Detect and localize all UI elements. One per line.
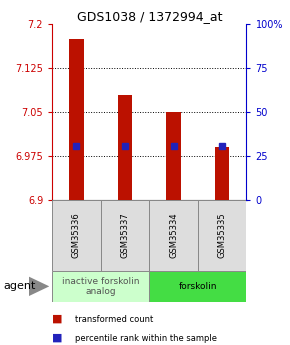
Bar: [69, 39, 84, 200]
Text: GSM35334: GSM35334: [169, 213, 178, 258]
Text: inactive forskolin
analog: inactive forskolin analog: [62, 277, 139, 296]
Text: transformed count: transformed count: [75, 315, 154, 324]
Text: ■: ■: [52, 333, 63, 343]
Bar: [118, 95, 132, 200]
Bar: [149, 200, 198, 271]
Text: agent: agent: [3, 282, 35, 291]
Bar: [52, 200, 101, 271]
Text: ■: ■: [52, 314, 63, 324]
Text: GSM35337: GSM35337: [121, 213, 130, 258]
Bar: [149, 271, 246, 302]
Bar: [52, 271, 149, 302]
Bar: [166, 111, 181, 200]
Bar: [198, 200, 246, 271]
Text: GSM35335: GSM35335: [218, 213, 227, 258]
Text: percentile rank within the sample: percentile rank within the sample: [75, 334, 218, 343]
Bar: [215, 147, 229, 200]
Text: forskolin: forskolin: [179, 282, 217, 291]
Polygon shape: [29, 277, 49, 296]
Text: GSM35336: GSM35336: [72, 213, 81, 258]
Title: GDS1038 / 1372994_at: GDS1038 / 1372994_at: [77, 10, 222, 23]
Bar: [101, 200, 149, 271]
